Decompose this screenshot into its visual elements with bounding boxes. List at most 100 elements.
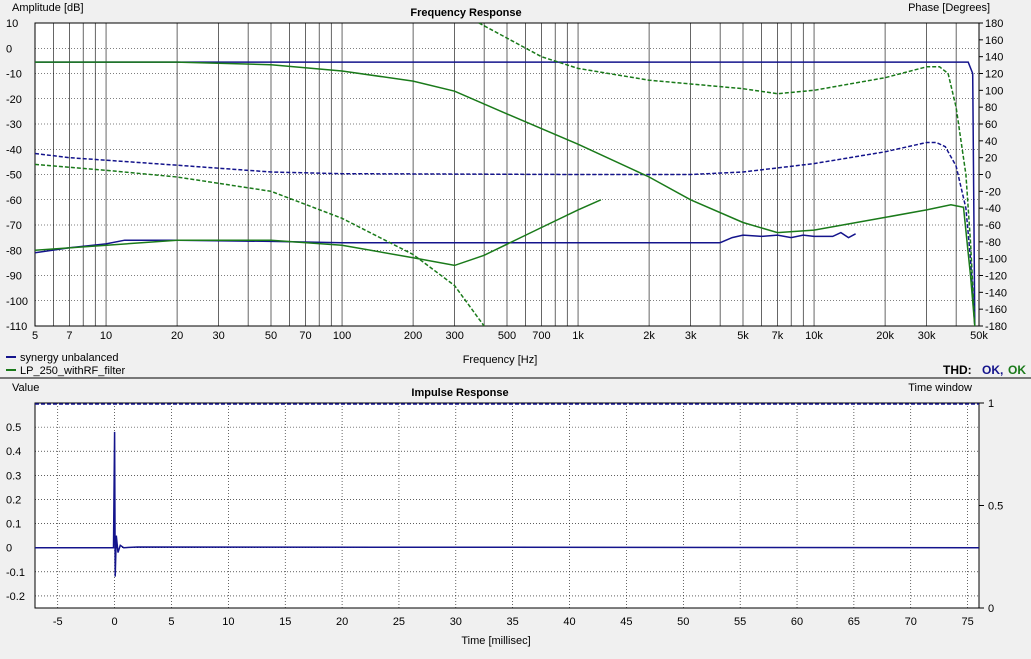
ir-xlabel: Time [millisec] bbox=[461, 635, 530, 647]
fr-y2-tick-label: 80 bbox=[985, 102, 997, 114]
fr-series-3 bbox=[35, 141, 976, 326]
ir-x-tick-label: 55 bbox=[734, 616, 746, 628]
fr-y2-tick-label: -60 bbox=[985, 220, 1001, 232]
fr-y2-tick-label: -160 bbox=[985, 304, 1007, 316]
ir-x-tick-label: 10 bbox=[222, 616, 234, 628]
fr-x-tick-label: 200 bbox=[404, 330, 422, 342]
fr-x-tick-label: 5 bbox=[32, 330, 38, 342]
fr-x-tick-label: 70 bbox=[299, 330, 311, 342]
fr-y2-tick-label: -120 bbox=[985, 271, 1007, 283]
ir-x-tick-label: 5 bbox=[168, 616, 174, 628]
ir-x-tick-label: 70 bbox=[905, 616, 917, 628]
fr-y2-tick-label: 20 bbox=[985, 153, 997, 165]
fr-series-5 bbox=[35, 199, 602, 267]
fr-series-group bbox=[35, 23, 976, 326]
thd-label: THD: bbox=[943, 363, 972, 377]
fr-y-tick-label: -10 bbox=[6, 69, 22, 81]
fr-y2-tick-labels: 180 160 140 120 100 80 60 40 20 0 -20 -40 -60 -80 -100… bbox=[979, 18, 1007, 333]
fr-x-tick-label: 7 bbox=[66, 330, 72, 342]
thd-status: THD: OK, OK bbox=[943, 363, 1026, 377]
fr-y-tick-label: -100 bbox=[6, 296, 28, 308]
fr-series-2 bbox=[35, 231, 856, 254]
ir-x-tick-labels: -5 0 5 10 15 20 25 30 35 40 45 50 55 60 65 70 75 bbox=[53, 616, 974, 628]
ir-ylabel: Value bbox=[12, 382, 39, 394]
legend-item-1: synergy unbalanced bbox=[20, 352, 118, 364]
fr-y-tick-label: -30 bbox=[6, 119, 22, 131]
ir-x-tick-label: 35 bbox=[507, 616, 519, 628]
legend-item-2: LP_250_withRF_filter bbox=[20, 365, 126, 377]
ir-y2label: Time window bbox=[908, 382, 972, 394]
ir-x-tick-label: 40 bbox=[563, 616, 575, 628]
fr-y2-tick-label: 180 bbox=[985, 18, 1003, 30]
ir-x-tick-label: 30 bbox=[450, 616, 462, 628]
ir-x-tick-label: 0 bbox=[112, 616, 118, 628]
fr-series-6 bbox=[478, 23, 976, 326]
ir-y2-tick-label: 0 bbox=[988, 603, 994, 615]
ir-y2-tick-labels: 10.50 bbox=[979, 398, 1003, 615]
ir-title: Impulse Response bbox=[411, 387, 508, 399]
fr-y-tick-labels: 10 0 -10 -20 -30 -40 -50 -60 -70 -80 -90 -100 -110 bbox=[6, 18, 28, 333]
fr-x-tick-label: 30k bbox=[918, 330, 936, 342]
fr-x-tick-label: 50 bbox=[265, 330, 277, 342]
fr-x-tick-label: 10 bbox=[100, 330, 112, 342]
fr-x-tick-label: 20k bbox=[876, 330, 894, 342]
fr-x-tick-labels: 5 7 10 20 30 50 70 100 200 300 500 700 1k 2k 3k 5k 7k 10k… bbox=[32, 330, 988, 342]
ir-plot-area[interactable] bbox=[34, 402, 980, 609]
ir-y2-tick-label: 0.5 bbox=[988, 501, 1003, 513]
fr-x-tick-label: 10k bbox=[805, 330, 823, 342]
ir-y-tick-label: 0.1 bbox=[6, 519, 21, 531]
ir-x-tick-label: 50 bbox=[677, 616, 689, 628]
ir-y-tick-label: 0.2 bbox=[6, 494, 21, 506]
fr-y-tick-label: -70 bbox=[6, 220, 22, 232]
fr-xlabel: Frequency [Hz] bbox=[463, 354, 538, 366]
fr-y2label: Phase [Degrees] bbox=[908, 2, 990, 14]
fr-x-tick-label: 1k bbox=[572, 330, 584, 342]
fr-title: Frequency Response bbox=[410, 7, 521, 19]
ir-x-tick-label: 45 bbox=[620, 616, 632, 628]
fr-x-tick-label: 100 bbox=[333, 330, 351, 342]
ir-x-tick-label: 25 bbox=[393, 616, 405, 628]
fr-y2-tick-label: -140 bbox=[985, 287, 1007, 299]
ir-y-tick-label: 0 bbox=[6, 543, 12, 555]
fr-y-tick-label: 0 bbox=[6, 43, 12, 55]
fr-y2-tick-label: 120 bbox=[985, 69, 1003, 81]
fr-y2-tick-label: 160 bbox=[985, 35, 1003, 47]
fr-y2-tick-label: 100 bbox=[985, 85, 1003, 97]
fr-y2-tick-label: 40 bbox=[985, 136, 997, 148]
ir-series-1 bbox=[35, 431, 979, 577]
ir-x-tick-label: 15 bbox=[279, 616, 291, 628]
fr-x-tick-label: 3k bbox=[685, 330, 697, 342]
fr-x-tick-label: 500 bbox=[498, 330, 516, 342]
fr-x-tick-label: 700 bbox=[532, 330, 550, 342]
fr-y2-tick-label: 60 bbox=[985, 119, 997, 131]
fr-series-4 bbox=[35, 61, 976, 326]
fr-x-tick-label: 2k bbox=[643, 330, 655, 342]
fr-x-tick-label: 20 bbox=[171, 330, 183, 342]
ir-y-tick-label: -0.1 bbox=[6, 567, 25, 579]
ir-y-tick-label: 0.5 bbox=[6, 422, 21, 434]
fr-x-tick-label: 300 bbox=[445, 330, 463, 342]
legend: synergy unbalanced LP_250_withRF_filter bbox=[6, 352, 126, 377]
fr-y-tick-label: -20 bbox=[6, 94, 22, 106]
ir-y-tick-label: 0.3 bbox=[6, 470, 21, 482]
ir-y-tick-label: -0.2 bbox=[6, 591, 25, 603]
fr-x-tick-label: 30 bbox=[213, 330, 225, 342]
thd-status-2: OK bbox=[1008, 363, 1026, 377]
fr-x-tick-label: 5k bbox=[737, 330, 749, 342]
fr-y-tick-label: 10 bbox=[6, 18, 18, 30]
fr-y-tick-label: -80 bbox=[6, 245, 22, 257]
ir-x-tick-label: -5 bbox=[53, 616, 63, 628]
fr-y2-tick-label: 0 bbox=[985, 170, 991, 182]
ir-x-tick-label: 75 bbox=[962, 616, 974, 628]
ir-x-tick-label: 60 bbox=[791, 616, 803, 628]
fr-x-tick-label: 7k bbox=[772, 330, 784, 342]
ir-series-group bbox=[35, 403, 979, 577]
fr-x-tick-label: 50k bbox=[970, 330, 988, 342]
fr-y-tick-label: -40 bbox=[6, 144, 22, 156]
ir-y2-tick-label: 1 bbox=[988, 398, 994, 410]
fr-y-tick-label: -50 bbox=[6, 170, 22, 182]
fr-y-tick-label: -90 bbox=[6, 271, 22, 283]
fr-y2-tick-label: -40 bbox=[985, 203, 1001, 215]
fr-y2-tick-label: -180 bbox=[985, 321, 1007, 333]
